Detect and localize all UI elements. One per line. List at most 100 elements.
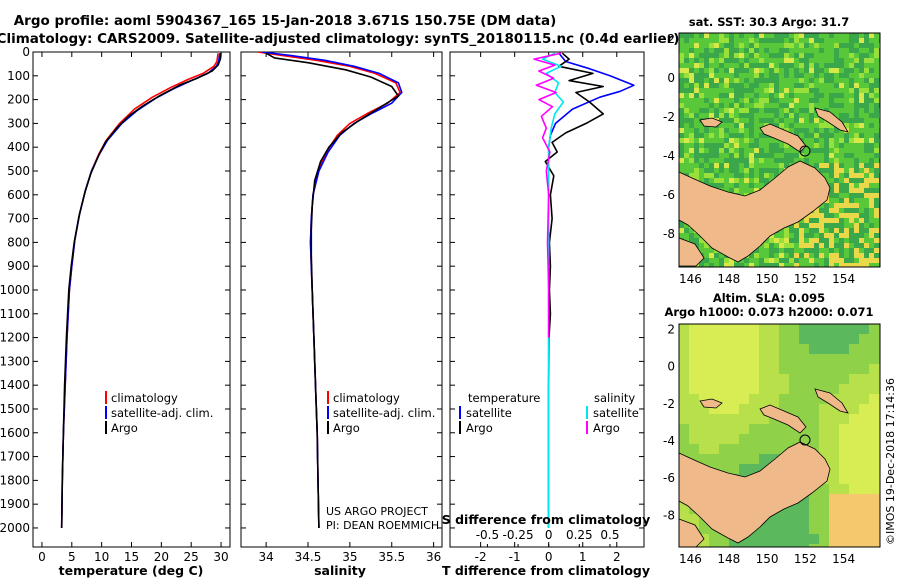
heatmap-cell xyxy=(804,78,809,83)
heatmap-cell xyxy=(724,173,729,178)
heatmap-cell xyxy=(859,173,864,178)
heatmap-cell xyxy=(849,158,854,163)
heatmap-cell xyxy=(749,73,754,78)
heatmap-cell xyxy=(729,334,739,344)
heatmap-cell xyxy=(829,434,839,444)
heatmap-cell xyxy=(844,228,849,233)
heatmap-cell xyxy=(859,434,869,444)
heatmap-cell xyxy=(749,434,759,444)
heatmap-cell xyxy=(874,183,879,188)
heatmap-cell xyxy=(849,173,854,178)
heatmap-cell xyxy=(774,98,779,103)
heatmap-cell xyxy=(709,83,714,88)
heatmap-cell xyxy=(714,253,719,258)
heatmap-cell xyxy=(739,173,744,178)
heatmap-cell xyxy=(754,168,759,173)
heatmap-cell xyxy=(874,68,879,73)
heatmap-cell xyxy=(724,153,729,158)
heatmap-cell xyxy=(714,93,719,98)
heatmap-cell xyxy=(839,98,844,103)
heatmap-cell xyxy=(714,143,719,148)
heatmap-cell xyxy=(734,83,739,88)
heatmap-cell xyxy=(694,153,699,158)
heatmap-cell xyxy=(719,253,724,258)
heatmap-cell xyxy=(819,158,824,163)
heatmap-cell xyxy=(799,434,809,444)
heatmap-cell xyxy=(809,524,819,534)
heatmap-cell xyxy=(854,168,859,173)
heatmap-cell xyxy=(764,103,769,108)
heatmap-cell xyxy=(844,238,849,243)
heatmap-cell xyxy=(719,123,724,128)
heatmap-cell xyxy=(839,474,849,484)
heatmap-cell xyxy=(794,73,799,78)
heatmap-cell xyxy=(874,263,879,267)
heatmap-cell xyxy=(859,414,869,424)
heatmap-cell xyxy=(769,168,774,173)
heatmap-cell xyxy=(689,58,694,63)
heatmap-cell xyxy=(824,143,829,148)
heatmap-cell xyxy=(834,248,839,253)
heatmap-cell xyxy=(719,464,729,474)
heatmap-cell xyxy=(709,103,714,108)
heatmap-cell xyxy=(864,68,869,73)
heatmap-cell xyxy=(704,133,709,138)
heatmap-cell xyxy=(739,128,744,133)
heatmap-cell xyxy=(699,238,704,243)
heatmap-cell xyxy=(844,138,849,143)
heatmap-cell xyxy=(854,103,859,108)
heatmap-cell xyxy=(839,514,849,524)
heatmap-cell xyxy=(769,143,774,148)
heatmap-cell xyxy=(694,143,699,148)
heatmap-cell xyxy=(719,93,724,98)
heatmap-cell xyxy=(854,128,859,133)
heatmap-cell xyxy=(864,133,869,138)
heatmap-cell xyxy=(804,73,809,78)
heatmap-cell xyxy=(849,344,859,354)
heatmap-cell xyxy=(749,534,759,544)
heatmap-cell xyxy=(744,93,749,98)
heatmap-cell xyxy=(679,43,684,48)
heatmap-cell xyxy=(839,384,849,394)
heatmap-cell xyxy=(699,374,709,384)
heatmap-cell xyxy=(844,253,849,258)
heatmap-cell xyxy=(699,248,704,253)
heatmap-cell xyxy=(759,123,764,128)
heatmap-cell xyxy=(704,153,709,158)
heatmap-cell xyxy=(749,544,759,547)
heatmap-cell xyxy=(779,108,784,113)
heatmap-cell xyxy=(719,178,724,183)
heatmap-cell xyxy=(814,228,819,233)
heatmap-cell xyxy=(854,63,859,68)
heatmap-cell xyxy=(824,88,829,93)
heatmap-cell xyxy=(839,524,849,534)
heatmap-cell xyxy=(849,394,859,404)
heatmap-cell xyxy=(844,183,849,188)
heatmap-cell xyxy=(724,88,729,93)
heatmap-cell xyxy=(714,63,719,68)
heatmap-cell xyxy=(829,534,839,544)
heatmap-cell xyxy=(779,404,789,414)
heatmap-cell xyxy=(834,163,839,168)
heatmap-cell xyxy=(829,233,834,238)
heatmap-cell xyxy=(874,138,879,143)
heatmap-cell xyxy=(824,148,829,153)
heatmap-cell xyxy=(859,193,864,198)
heatmap-cell xyxy=(689,43,694,48)
heatmap-cell xyxy=(849,434,859,444)
heatmap-cell xyxy=(849,193,854,198)
heatmap-cell xyxy=(784,148,789,153)
heatmap-cell xyxy=(694,98,699,103)
heatmap-cell xyxy=(819,334,829,344)
heatmap-cell xyxy=(829,63,834,68)
heatmap-cell xyxy=(789,33,794,38)
heatmap-cell xyxy=(854,208,859,213)
heatmap-cell xyxy=(699,444,709,454)
heatmap-cell xyxy=(769,113,774,118)
heatmap-cell xyxy=(869,263,874,267)
heatmap-cell xyxy=(824,83,829,88)
heatmap-cell xyxy=(829,524,839,534)
heatmap-cell xyxy=(719,108,724,113)
heatmap-cell xyxy=(864,143,869,148)
heatmap-cell xyxy=(854,93,859,98)
